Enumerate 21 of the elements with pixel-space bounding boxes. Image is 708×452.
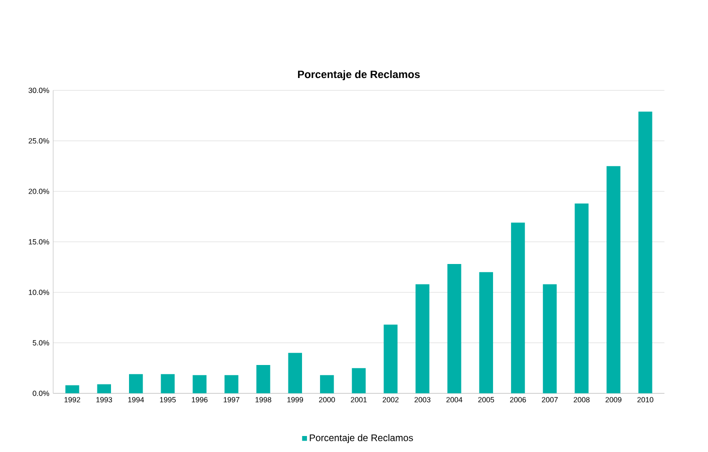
chart-title: Porcentaje de Reclamos <box>298 70 420 80</box>
bar <box>192 375 207 394</box>
bar <box>256 365 270 394</box>
legend-label: Porcentaje de Reclamos <box>310 434 413 444</box>
bar <box>574 204 589 394</box>
bar <box>511 222 525 394</box>
bar <box>416 284 430 394</box>
bar <box>320 375 334 394</box>
bar <box>542 284 557 394</box>
bar <box>97 384 112 394</box>
bar <box>638 112 652 394</box>
bar <box>224 375 238 394</box>
bar <box>129 374 143 394</box>
bar <box>65 385 80 394</box>
bar <box>352 368 366 394</box>
bar <box>288 353 302 394</box>
bar <box>606 166 620 394</box>
bar <box>160 374 175 394</box>
bar <box>447 264 462 394</box>
bar <box>384 324 398 394</box>
bar <box>479 272 494 394</box>
